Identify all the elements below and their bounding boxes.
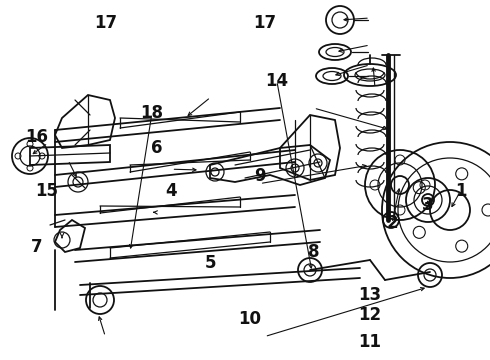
Text: 18: 18 — [141, 104, 163, 122]
Text: 17: 17 — [94, 14, 117, 32]
Text: 15: 15 — [35, 182, 58, 200]
Text: 9: 9 — [254, 167, 266, 185]
Text: 11: 11 — [359, 333, 381, 351]
Text: 5: 5 — [205, 254, 217, 272]
Text: 3: 3 — [421, 196, 433, 214]
Text: 16: 16 — [25, 128, 48, 146]
Text: 13: 13 — [358, 286, 382, 304]
Text: 12: 12 — [358, 306, 382, 324]
Text: 8: 8 — [308, 243, 319, 261]
Text: 10: 10 — [239, 310, 261, 328]
Text: 7: 7 — [31, 238, 43, 256]
Text: 1: 1 — [455, 182, 466, 200]
Text: 14: 14 — [265, 72, 289, 90]
Text: 17: 17 — [253, 14, 276, 32]
Text: 4: 4 — [166, 182, 177, 200]
Text: 6: 6 — [151, 139, 163, 157]
Text: 2: 2 — [386, 214, 398, 232]
